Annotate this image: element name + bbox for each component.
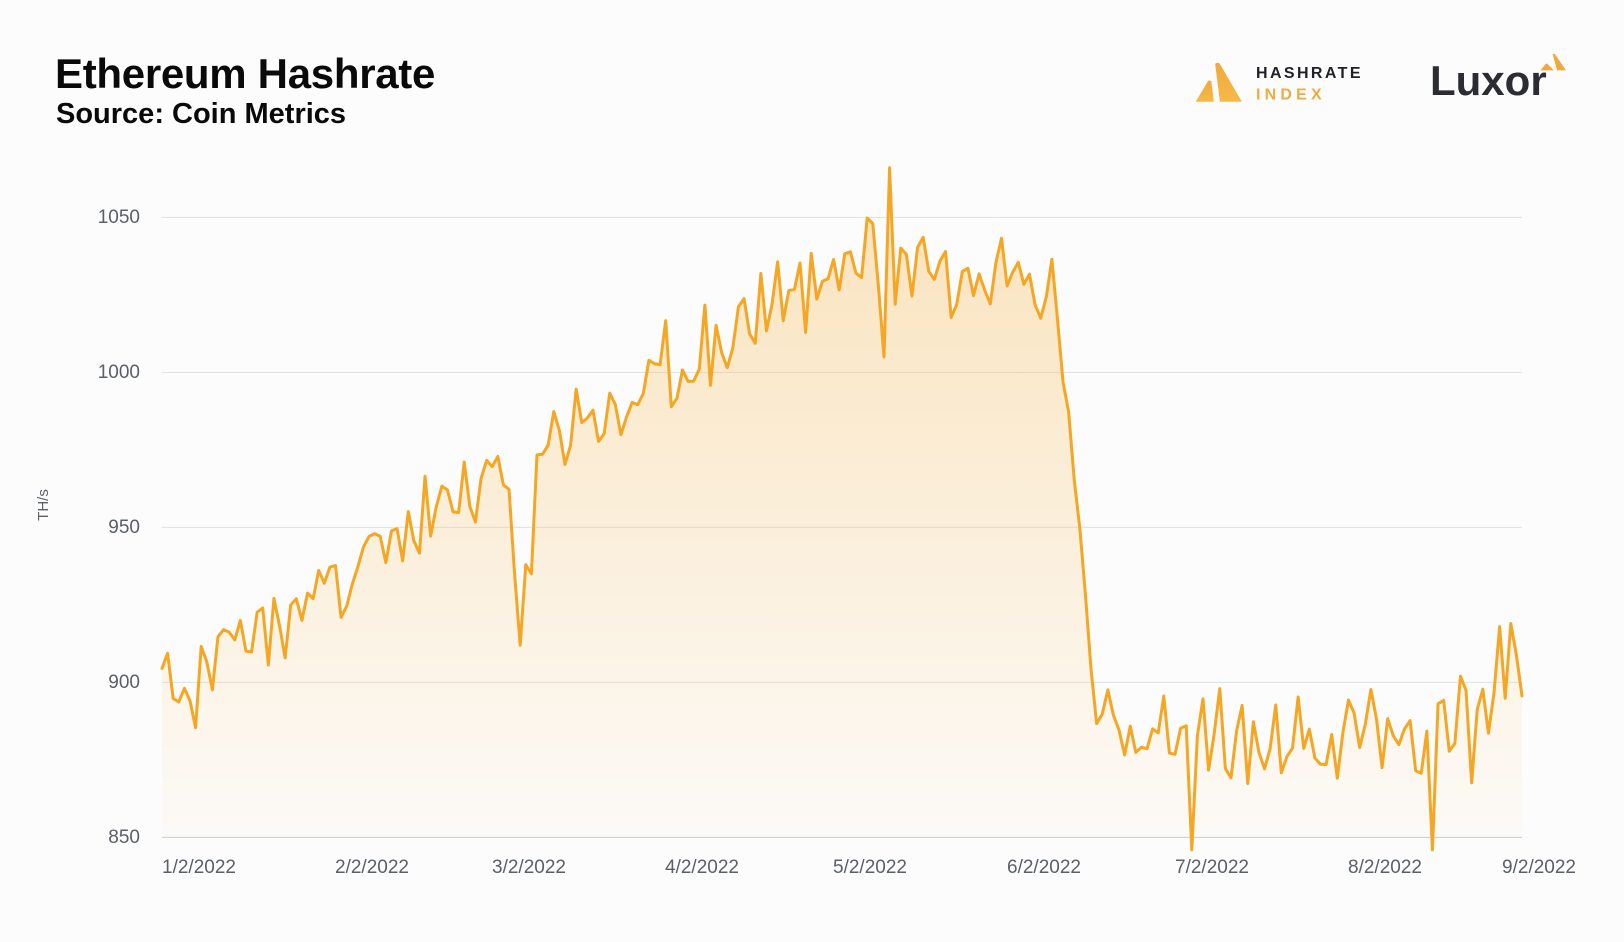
svg-text:Luxor: Luxor bbox=[1430, 57, 1547, 104]
svg-text:3/2/2022: 3/2/2022 bbox=[492, 857, 566, 878]
svg-text:HASHRATE: HASHRATE bbox=[1256, 65, 1363, 82]
svg-text:900: 900 bbox=[108, 672, 140, 693]
svg-text:7/2/2022: 7/2/2022 bbox=[1175, 857, 1249, 878]
svg-text:5/2/2022: 5/2/2022 bbox=[833, 857, 907, 878]
svg-text:TH/s: TH/s bbox=[35, 489, 52, 521]
svg-text:1/2/2022: 1/2/2022 bbox=[162, 857, 236, 878]
svg-text:1050: 1050 bbox=[98, 207, 140, 228]
svg-text:4/2/2022: 4/2/2022 bbox=[665, 857, 739, 878]
svg-text:6/2/2022: 6/2/2022 bbox=[1007, 857, 1081, 878]
svg-text:INDEX: INDEX bbox=[1256, 87, 1326, 104]
svg-text:1000: 1000 bbox=[98, 362, 140, 383]
svg-text:950: 950 bbox=[108, 517, 140, 538]
svg-text:2/2/2022: 2/2/2022 bbox=[335, 857, 409, 878]
svg-text:8/2/2022: 8/2/2022 bbox=[1348, 857, 1422, 878]
svg-text:850: 850 bbox=[108, 827, 140, 848]
svg-text:9/2/2022: 9/2/2022 bbox=[1502, 857, 1576, 878]
